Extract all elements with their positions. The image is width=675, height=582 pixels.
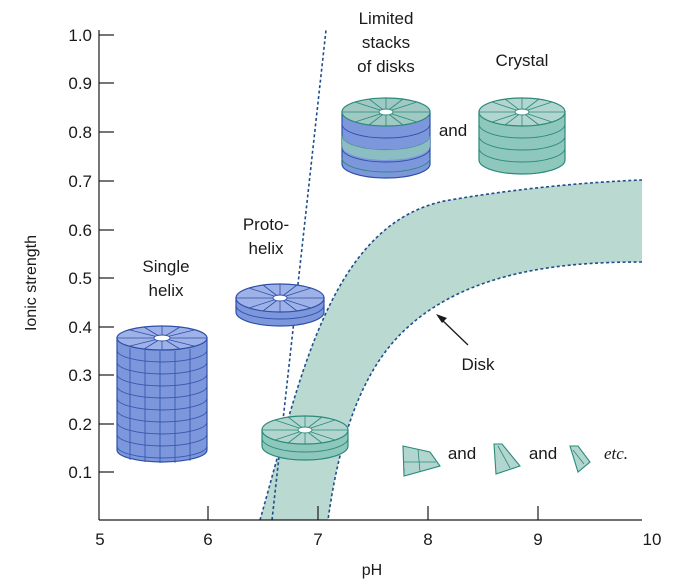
disk-lower-boundary xyxy=(327,261,643,521)
disk-arrow xyxy=(436,314,469,346)
single-helix-label-line2: helix xyxy=(149,281,184,300)
x-axis-title: pH xyxy=(362,562,382,579)
fragment-medium-icon xyxy=(493,443,521,475)
y-tick-label: 0.6 xyxy=(68,221,92,240)
limited-stacks-label-line3: of disks xyxy=(357,57,415,76)
y-tick-label: 0.4 xyxy=(68,318,92,337)
y-tick-label: 0.1 xyxy=(68,463,92,482)
and-label-2: and xyxy=(529,444,557,463)
x-tick-label: 10 xyxy=(643,530,662,549)
fragment-large-icon xyxy=(402,445,441,477)
disk-region xyxy=(260,180,642,520)
y-tick-labels: 0.1 0.2 0.3 0.4 0.5 0.6 0.7 0.8 0.9 1.0 xyxy=(68,26,92,482)
y-tick-label: 1.0 xyxy=(68,26,92,45)
x-ticks xyxy=(207,506,539,520)
single-helix-illustration xyxy=(116,325,208,463)
fragment-small-icon xyxy=(569,445,591,473)
single-helix-label-line1: Single xyxy=(142,257,189,276)
y-ticks xyxy=(99,34,114,473)
x-tick-label: 7 xyxy=(313,530,322,549)
x-tick-label: 9 xyxy=(533,530,542,549)
proto-helix-illustration xyxy=(235,283,325,327)
proto-helix-label-line1: Proto- xyxy=(243,215,289,234)
y-axis-title: Ionic strength xyxy=(23,235,40,331)
limited-stacks-illustration xyxy=(341,97,431,179)
x-tick-label: 6 xyxy=(203,530,212,549)
limited-stacks-label-line2: stacks xyxy=(362,33,410,52)
crystal-label: Crystal xyxy=(496,51,549,70)
y-tick-label: 0.2 xyxy=(68,415,92,434)
x-tick-label: 8 xyxy=(423,530,432,549)
and-label-1: and xyxy=(448,444,476,463)
x-tick-label: 5 xyxy=(95,530,104,549)
proto-helix-label-line2: helix xyxy=(249,239,284,258)
y-tick-label: 0.5 xyxy=(68,269,92,288)
disk-illustration xyxy=(261,415,349,461)
disk-label: Disk xyxy=(461,355,495,374)
crystal-illustration xyxy=(478,97,566,175)
y-tick-label: 0.7 xyxy=(68,172,92,191)
y-tick-label: 0.8 xyxy=(68,123,92,142)
limited-stacks-label-line1: Limited xyxy=(359,9,414,28)
y-tick-label: 0.3 xyxy=(68,366,92,385)
and-top-label: and xyxy=(439,121,467,140)
etc-label: etc. xyxy=(604,444,628,463)
x-tick-labels: 5 6 7 8 9 10 xyxy=(95,530,661,549)
y-tick-label: 0.9 xyxy=(68,74,92,93)
